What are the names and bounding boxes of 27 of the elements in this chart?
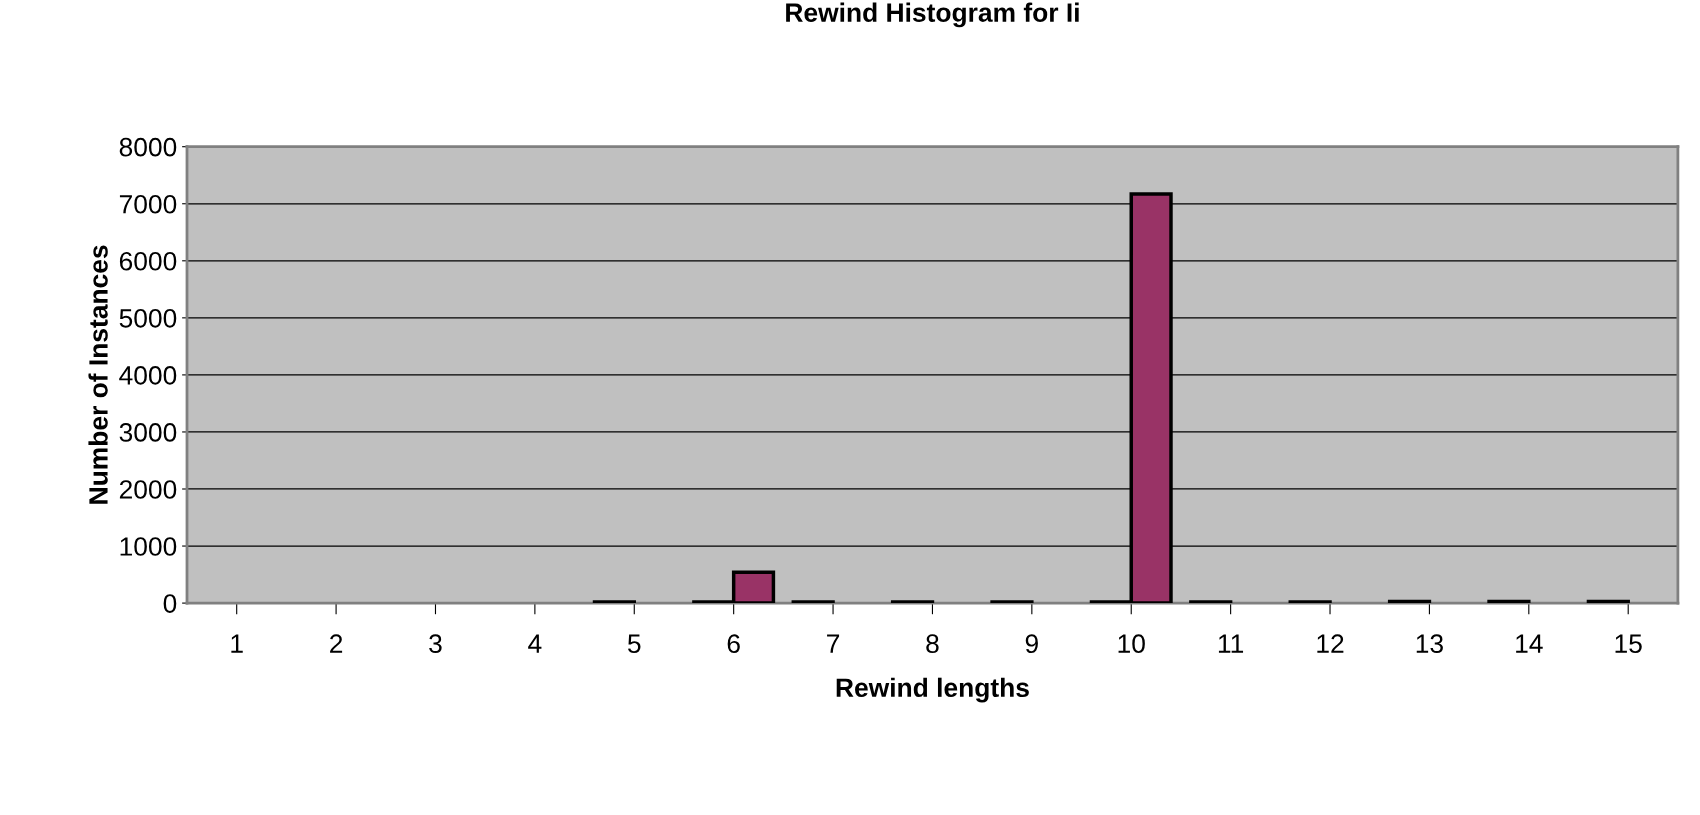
x-tick-label: 1 (231, 634, 243, 653)
x-tick-label: 13 (1416, 634, 1443, 654)
y-tick-label: 4000 (119, 366, 177, 385)
y-tick-label: 1000 (120, 537, 177, 556)
x-tick-label: 9 (1025, 634, 1038, 654)
x-tick-label: 8 (926, 634, 939, 654)
x-tick-label: 3 (429, 634, 442, 654)
y-tick-label: 7000 (119, 194, 177, 214)
x-tick-label: 7 (827, 634, 840, 653)
y-axis-title: Number of Instances (88, 245, 108, 504)
x-tick-label: 2 (330, 634, 343, 653)
x-tick-label: 11 (1218, 634, 1244, 653)
y-tick-label: 0 (163, 594, 177, 613)
x-tick-label: 6 (727, 634, 740, 654)
x-tick-label: 15 (1615, 634, 1642, 654)
x-tick-label: 4 (528, 634, 542, 653)
y-tick-label: 6000 (119, 251, 177, 271)
y-tick-label: 5000 (119, 308, 177, 328)
y-tick-label: 3000 (119, 423, 177, 442)
y-tick-label: 2000 (119, 480, 177, 499)
x-tick-label: 10 (1118, 634, 1145, 654)
x-tick-label: 5 (627, 634, 641, 654)
x-tick-label: 14 (1516, 634, 1543, 653)
chart-title: Rewind Histogram for Ii (786, 2, 1079, 28)
x-axis-title: Rewind lengths (836, 677, 1029, 703)
y-tick-label: 8000 (119, 137, 177, 157)
x-tick-label: 12 (1317, 634, 1344, 653)
